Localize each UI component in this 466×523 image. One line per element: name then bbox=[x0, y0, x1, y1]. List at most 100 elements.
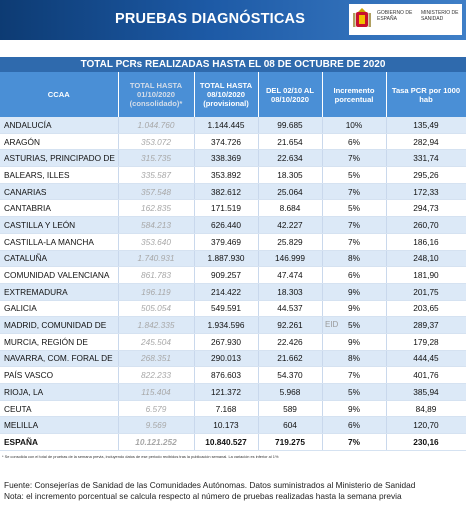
total-prev-cell: 822.233 bbox=[118, 366, 195, 384]
rate-cell: 84,89 bbox=[386, 400, 466, 418]
total-prev-cell: 353.072 bbox=[118, 133, 195, 151]
total-current-cell: 876.603 bbox=[194, 366, 259, 384]
increment-cell: 10% bbox=[322, 117, 387, 134]
rate-cell: 179,28 bbox=[386, 333, 466, 351]
note-line: Nota: el incremento porcentual se calcul… bbox=[4, 491, 402, 501]
total-current-cell: 353.892 bbox=[194, 166, 259, 184]
region-cell: RIOJA, LA bbox=[0, 383, 119, 401]
total-current-cell: 382.612 bbox=[194, 183, 259, 201]
rate-cell: 294,73 bbox=[386, 199, 466, 218]
region-cell: CANTABRIA bbox=[0, 199, 119, 218]
region-cell: CASTILLA Y LEÓN bbox=[0, 216, 119, 234]
column-header-total-prev: TOTAL HASTA 01/10/2020 (consolidado)* bbox=[118, 72, 195, 117]
rate-cell: 282,94 bbox=[386, 133, 466, 151]
week-cell: 47.474 bbox=[258, 266, 323, 284]
pcr-table: TOTAL PCRs REALIZADAS HASTA EL 08 DE OCT… bbox=[0, 57, 466, 451]
table-title: TOTAL PCRs REALIZADAS HASTA EL 08 DE OCT… bbox=[0, 57, 466, 72]
increment-cell: 7% bbox=[322, 183, 387, 201]
region-cell: ANDALUCÍA bbox=[0, 117, 119, 134]
week-cell: 18.305 bbox=[258, 166, 323, 184]
week-cell: 44.537 bbox=[258, 300, 323, 318]
total-prev-cell: 861.783 bbox=[118, 266, 195, 284]
table-row: COMUNIDAD VALENCIANA 861.783 909.257 47.474… bbox=[0, 266, 466, 284]
total-current-cell: 121.372 bbox=[194, 383, 259, 401]
region-cell: ARAGÓN bbox=[0, 133, 119, 151]
total-prev-cell: 1.842.335 bbox=[118, 316, 195, 334]
increment-cell: 9% bbox=[322, 283, 387, 301]
week-cell: 99.685 bbox=[258, 117, 323, 134]
increment-cell: 5% bbox=[322, 383, 387, 401]
total-current-cell: 379.469 bbox=[194, 233, 259, 251]
column-header-ccaa: CCAA bbox=[0, 72, 119, 117]
table-row: MELILLA 9.569 10.173 604 6% 120,70 bbox=[0, 416, 466, 435]
total-current-cell: 1.887.930 bbox=[194, 250, 259, 268]
table-row: GALICIA 505.054 549.591 44.537 9% 203,65 bbox=[0, 300, 466, 318]
total-increment-cell: 7% bbox=[322, 433, 387, 451]
total-prev-cell: 245.504 bbox=[118, 333, 195, 351]
week-cell: 54.370 bbox=[258, 366, 323, 384]
table-row: CASTILLA-LA MANCHA 353.640 379.469 25.829 7%… bbox=[0, 233, 466, 251]
column-header-total-current: TOTAL HASTA 08/10/2020 (provisional) bbox=[194, 72, 259, 117]
increment-cell: 9% bbox=[322, 400, 387, 418]
increment-cell: 7% bbox=[322, 149, 387, 168]
increment-cell: 9% bbox=[322, 300, 387, 318]
total-prev-cell: 1.740.931 bbox=[118, 250, 195, 268]
rate-cell: 135,49 bbox=[386, 117, 466, 134]
region-cell: CATALUÑA bbox=[0, 250, 119, 268]
table-row: BALEARS, ILLES 335.587 353.892 18.305 5% 295,… bbox=[0, 166, 466, 184]
increment-cell: 5% bbox=[322, 199, 387, 218]
table-row: ANDALUCÍA 1.044.760 1.144.445 99.685 10% 135,… bbox=[0, 117, 466, 134]
week-cell: 21.654 bbox=[258, 133, 323, 151]
region-cell: PAÍS VASCO bbox=[0, 366, 119, 384]
increment-cell: 5% bbox=[322, 166, 387, 184]
week-cell: 92.261 bbox=[258, 316, 323, 334]
total-current-cell: 214.422 bbox=[194, 283, 259, 301]
source-line: Fuente: Consejerías de Sanidad de las Co… bbox=[4, 480, 416, 490]
ministry-label: MINISTERIO DE SANIDAD bbox=[421, 10, 459, 22]
total-rate-cell: 230,16 bbox=[386, 433, 466, 451]
region-cell: GALICIA bbox=[0, 300, 119, 318]
rate-cell: 172,33 bbox=[386, 183, 466, 201]
table-header-row: CCAA TOTAL HASTA 01/10/2020 (consolidado… bbox=[0, 72, 466, 117]
total-current-cell: 909.257 bbox=[194, 266, 259, 284]
total-prev-cell: 584.213 bbox=[118, 216, 195, 234]
region-cell: MADRID, COMUNIDAD DE bbox=[0, 316, 119, 334]
table-row: MADRID, COMUNIDAD DE 1.842.335 1.934.596 92… bbox=[0, 316, 466, 334]
column-header-rate: Tasa PCR por 1000 hab bbox=[386, 72, 466, 117]
increment-cell: 9% bbox=[322, 333, 387, 351]
table-row: CEUTA 6.579 7.168 589 9% 84,89 bbox=[0, 400, 466, 418]
region-cell: NAVARRA, COM. FORAL DE bbox=[0, 350, 119, 368]
government-logo: GOBIERNO DE ESPAÑA MINISTERIO DE SANIDAD bbox=[349, 4, 462, 35]
table-row: ASTURIAS, PRINCIPADO DE 315.735 338.369 22.… bbox=[0, 149, 466, 168]
table-row: RIOJA, LA 115.404 121.372 5.968 5% 385,94 bbox=[0, 383, 466, 401]
total-total-prev-cell: 10.121.252 bbox=[118, 433, 195, 451]
region-cell: EXTREMADURA bbox=[0, 283, 119, 301]
column-header-increment: Incremento porcentual bbox=[322, 72, 387, 117]
week-cell: 25.829 bbox=[258, 233, 323, 251]
week-cell: 25.064 bbox=[258, 183, 323, 201]
increment-cell: 5% bbox=[322, 316, 387, 334]
week-cell: 5.968 bbox=[258, 383, 323, 401]
total-current-cell: 290.013 bbox=[194, 350, 259, 368]
total-prev-cell: 115.404 bbox=[118, 383, 195, 401]
total-current-cell: 171.519 bbox=[194, 199, 259, 218]
source-notes: Fuente: Consejerías de Sanidad de las Co… bbox=[4, 480, 415, 502]
total-prev-cell: 9.569 bbox=[118, 416, 195, 435]
total-total-current-cell: 10.840.527 bbox=[194, 433, 259, 451]
table-row: ARAGÓN 353.072 374.726 21.654 6% 282,94 bbox=[0, 133, 466, 151]
header-banner: PRUEBAS DIAGNÓSTICAS GOBIERNO DE ESPAÑA … bbox=[0, 0, 466, 40]
week-cell: 146.999 bbox=[258, 250, 323, 268]
increment-cell: 6% bbox=[322, 266, 387, 284]
week-cell: 18.303 bbox=[258, 283, 323, 301]
rate-cell: 289,37 bbox=[386, 316, 466, 334]
rate-cell: 203,65 bbox=[386, 300, 466, 318]
total-current-cell: 267.930 bbox=[194, 333, 259, 351]
column-header-week: DEL 02/10 AL 08/10/2020 bbox=[258, 72, 323, 117]
week-cell: 22.634 bbox=[258, 149, 323, 168]
week-cell: 589 bbox=[258, 400, 323, 418]
rate-cell: 248,10 bbox=[386, 250, 466, 268]
week-cell: 8.684 bbox=[258, 199, 323, 218]
increment-cell: 7% bbox=[322, 233, 387, 251]
rate-cell: 444,45 bbox=[386, 350, 466, 368]
total-prev-cell: 353.640 bbox=[118, 233, 195, 251]
